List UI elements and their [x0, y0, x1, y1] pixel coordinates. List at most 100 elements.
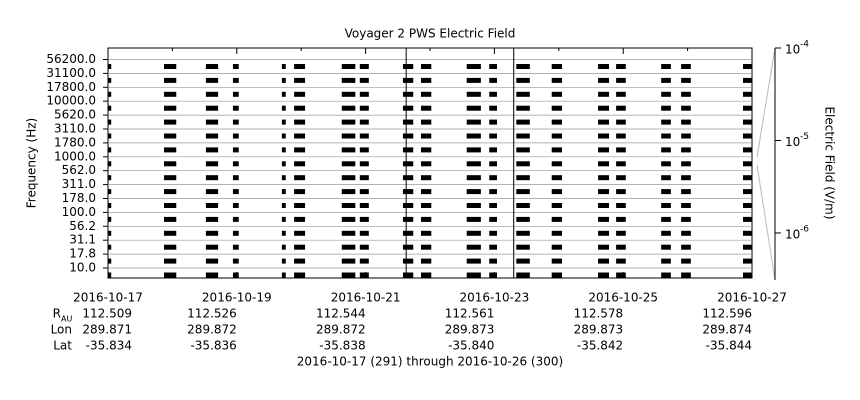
- data-block: [551, 77, 563, 83]
- data-block: [359, 175, 369, 181]
- data-block: [232, 189, 239, 195]
- data-block: [681, 258, 691, 264]
- ephemeris-value: 112.544: [316, 307, 366, 321]
- data-block: [598, 105, 610, 111]
- data-block: [232, 272, 239, 278]
- data-block: [402, 133, 414, 139]
- data-block: [516, 189, 530, 195]
- data-block: [205, 203, 219, 208]
- y-tick-label: 10000.0: [46, 94, 96, 108]
- data-block: [294, 91, 306, 97]
- data-block: [359, 105, 369, 111]
- y-axis-label: Frequency (Hz): [25, 118, 39, 209]
- data-block: [420, 216, 432, 222]
- ephemeris-value: 289.872: [316, 323, 366, 337]
- data-block: [661, 216, 671, 222]
- data-block: [489, 64, 497, 69]
- y-tick-label: 311.0: [62, 177, 96, 191]
- data-block: [420, 105, 432, 111]
- data-block: [164, 64, 177, 69]
- data-block: [341, 77, 356, 83]
- data-block: [551, 230, 563, 236]
- z-tick-label: 10: [785, 227, 800, 241]
- data-block: [742, 175, 752, 181]
- data-block: [205, 216, 219, 222]
- ephemeris-value: 112.561: [445, 307, 495, 321]
- data-block: [516, 203, 530, 208]
- data-block: [205, 147, 219, 153]
- y-tick-label: 5620.0: [54, 108, 96, 122]
- data-block: [681, 64, 691, 69]
- data-block: [341, 230, 356, 236]
- data-block: [108, 105, 112, 111]
- data-block: [402, 258, 414, 264]
- data-block: [294, 105, 306, 111]
- data-block: [420, 189, 432, 195]
- data-block: [489, 77, 497, 83]
- data-block: [294, 230, 306, 236]
- data-block: [164, 91, 177, 97]
- data-block: [232, 244, 239, 250]
- data-block: [281, 189, 286, 195]
- ephemeris-value: 289.873: [574, 323, 624, 337]
- data-block: [466, 64, 481, 69]
- data-block: [681, 91, 691, 97]
- z-axis-label: Electric Field (V/m): [823, 106, 837, 219]
- data-block: [466, 119, 481, 125]
- data-block: [742, 189, 752, 195]
- y-tick-label: 56.2: [69, 219, 96, 233]
- data-block: [489, 105, 497, 111]
- ephemeris-value: -35.838: [319, 339, 365, 353]
- data-block: [341, 244, 356, 250]
- y-tick-label: 10.0: [69, 261, 96, 275]
- data-block: [742, 91, 752, 97]
- data-block: [616, 216, 626, 222]
- ephemeris-value: 289.872: [187, 323, 237, 337]
- y-tick-label: 178.0: [62, 191, 96, 205]
- data-block: [516, 230, 530, 236]
- data-block: [742, 244, 752, 250]
- data-block: [598, 119, 610, 125]
- data-block: [616, 91, 626, 97]
- data-block: [108, 119, 112, 125]
- data-block: [420, 119, 432, 125]
- data-block: [232, 230, 239, 236]
- data-block: [281, 77, 286, 83]
- data-block: [516, 175, 530, 181]
- data-block: [551, 216, 563, 222]
- data-block: [551, 64, 563, 69]
- data-block: [402, 91, 414, 97]
- data-block: [516, 147, 530, 153]
- data-block: [420, 77, 432, 83]
- data-block: [359, 244, 369, 250]
- data-block: [359, 272, 369, 278]
- data-block: [359, 230, 369, 236]
- data-block: [681, 77, 691, 83]
- data-block: [516, 119, 530, 125]
- data-block: [164, 133, 177, 139]
- data-block: [294, 133, 306, 139]
- data-block: [551, 147, 563, 153]
- data-block: [661, 258, 671, 264]
- data-block: [551, 244, 563, 250]
- data-block: [341, 91, 356, 97]
- data-block: [341, 133, 356, 139]
- data-block: [661, 244, 671, 250]
- data-block: [281, 244, 286, 250]
- data-block: [294, 175, 306, 181]
- data-block: [359, 64, 369, 69]
- data-block: [294, 119, 306, 125]
- ephemeris-value: -35.840: [448, 339, 494, 353]
- data-block: [341, 216, 356, 222]
- data-block: [294, 244, 306, 250]
- data-block: [402, 77, 414, 83]
- data-block: [616, 189, 626, 195]
- data-block: [108, 64, 112, 69]
- data-block: [551, 91, 563, 97]
- data-block: [205, 175, 219, 181]
- data-block: [661, 272, 671, 278]
- data-block: [164, 189, 177, 195]
- ephemeris-value: -35.842: [577, 339, 623, 353]
- ephemeris-value: -35.844: [706, 339, 752, 353]
- y-tick-label: 17800.0: [46, 80, 96, 94]
